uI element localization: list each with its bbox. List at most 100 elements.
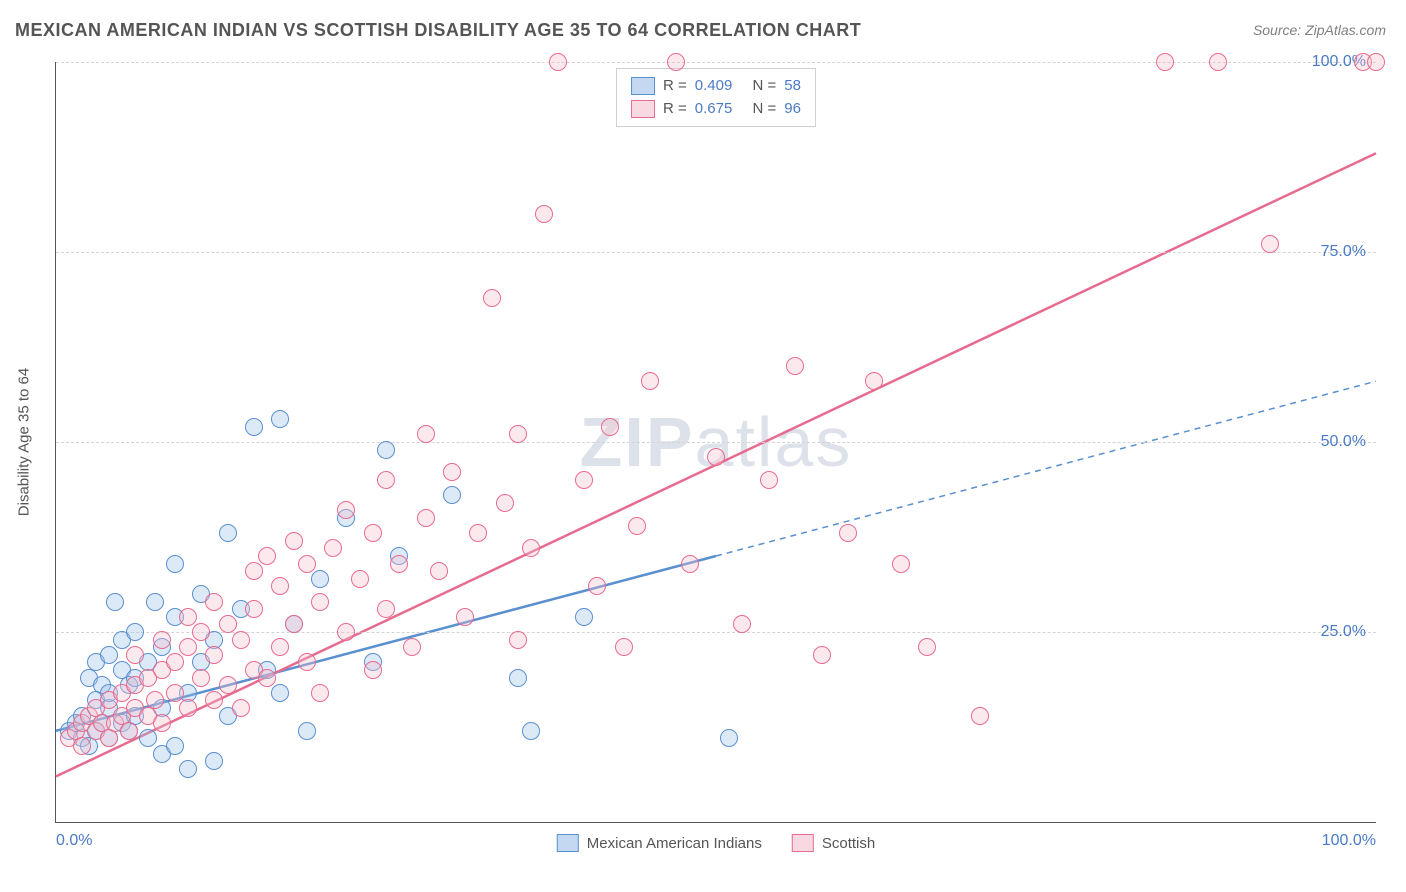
scatter-point-sco <box>205 691 223 709</box>
scatter-point-sco <box>337 501 355 519</box>
scatter-point-sco <box>271 638 289 656</box>
scatter-point-mai <box>271 410 289 428</box>
scatter-point-sco <box>456 608 474 626</box>
legend-row-sco: R = 0.675 N = 96 <box>631 98 801 121</box>
scatter-point-sco <box>258 547 276 565</box>
legend-r-mai: 0.409 <box>695 75 733 98</box>
scatter-point-sco <box>839 524 857 542</box>
scatter-point-sco <box>179 699 197 717</box>
scatter-point-mai <box>139 729 157 747</box>
scatter-point-sco <box>641 372 659 390</box>
scatter-point-mai <box>219 524 237 542</box>
scatter-point-sco <box>179 638 197 656</box>
scatter-point-sco <box>351 570 369 588</box>
scatter-point-sco <box>813 646 831 664</box>
y-tick-label: 50.0% <box>1321 433 1366 451</box>
legend-row-mai: R = 0.409 N = 58 <box>631 75 801 98</box>
scatter-point-mai <box>166 555 184 573</box>
scatter-point-mai <box>298 722 316 740</box>
scatter-point-sco <box>298 653 316 671</box>
scatter-point-mai <box>179 760 197 778</box>
scatter-point-mai <box>522 722 540 740</box>
legend-r-sco: 0.675 <box>695 98 733 121</box>
scatter-point-sco <box>469 524 487 542</box>
scatter-point-sco <box>496 494 514 512</box>
scatter-point-mai <box>166 737 184 755</box>
scatter-point-sco <box>1209 53 1227 71</box>
legend-n-prefix: N = <box>753 75 777 98</box>
scatter-point-sco <box>1156 53 1174 71</box>
scatter-point-mai <box>509 669 527 687</box>
scatter-point-sco <box>311 593 329 611</box>
scatter-point-sco <box>549 53 567 71</box>
scatter-point-sco <box>918 638 936 656</box>
scatter-point-sco <box>509 425 527 443</box>
trendline-dashed-mai <box>716 381 1376 556</box>
scatter-point-mai <box>311 570 329 588</box>
scatter-point-sco <box>298 555 316 573</box>
scatter-point-sco <box>126 646 144 664</box>
scatter-point-sco <box>1261 235 1279 253</box>
gridline <box>56 62 1376 63</box>
scatter-point-sco <box>430 562 448 580</box>
scatter-point-sco <box>219 676 237 694</box>
x-tick-label: 100.0% <box>1322 832 1376 850</box>
legend-swatch-mai <box>631 77 655 95</box>
scatter-point-sco <box>707 448 725 466</box>
scatter-point-mai <box>146 593 164 611</box>
scatter-point-sco <box>73 737 91 755</box>
scatter-point-sco <box>192 669 210 687</box>
chart-title: MEXICAN AMERICAN INDIAN VS SCOTTISH DISA… <box>15 20 861 41</box>
scatter-point-sco <box>166 653 184 671</box>
scatter-point-sco <box>377 600 395 618</box>
scatter-point-sco <box>153 631 171 649</box>
scatter-point-sco <box>971 707 989 725</box>
scatter-point-sco <box>146 691 164 709</box>
scatter-point-mai <box>126 623 144 641</box>
legend-r-prefix: R = <box>663 98 687 121</box>
scatter-point-sco <box>681 555 699 573</box>
scatter-point-sco <box>219 615 237 633</box>
y-axis-title: Disability Age 35 to 64 <box>16 368 33 516</box>
scatter-point-sco <box>232 699 250 717</box>
legend-n-sco: 96 <box>784 98 801 121</box>
scatter-point-sco <box>403 638 421 656</box>
scatter-point-mai <box>575 608 593 626</box>
scatter-point-sco <box>1367 53 1385 71</box>
scatter-point-sco <box>575 471 593 489</box>
y-tick-label: 25.0% <box>1321 623 1366 641</box>
legend-swatch-sco <box>631 100 655 118</box>
scatter-point-sco <box>258 669 276 687</box>
scatter-point-sco <box>205 593 223 611</box>
scatter-point-mai <box>377 441 395 459</box>
legend-label-sco: Scottish <box>822 835 875 852</box>
scatter-point-sco <box>364 661 382 679</box>
scatter-point-sco <box>232 631 250 649</box>
y-tick-label: 75.0% <box>1321 243 1366 261</box>
scatter-point-sco <box>153 714 171 732</box>
scatter-point-sco <box>417 509 435 527</box>
scatter-point-sco <box>390 555 408 573</box>
legend-item-sco: Scottish <box>792 834 875 852</box>
scatter-point-sco <box>892 555 910 573</box>
plot-area: Disability Age 35 to 64 ZIPatlas R = 0.4… <box>55 62 1376 823</box>
gridline <box>56 632 1376 633</box>
scatter-point-sco <box>615 638 633 656</box>
series-legend: Mexican American Indians Scottish <box>557 834 875 852</box>
scatter-point-sco <box>311 684 329 702</box>
scatter-point-sco <box>483 289 501 307</box>
legend-item-mai: Mexican American Indians <box>557 834 762 852</box>
legend-swatch-mai-icon <box>557 834 579 852</box>
scatter-point-mai <box>245 418 263 436</box>
scatter-point-sco <box>245 562 263 580</box>
scatter-point-mai <box>271 684 289 702</box>
scatter-point-mai <box>205 752 223 770</box>
scatter-point-sco <box>733 615 751 633</box>
legend-r-prefix: R = <box>663 75 687 98</box>
scatter-point-sco <box>509 631 527 649</box>
scatter-point-sco <box>337 623 355 641</box>
correlation-legend: R = 0.409 N = 58 R = 0.675 N = 96 <box>616 68 816 127</box>
scatter-point-sco <box>166 684 184 702</box>
scatter-point-mai <box>443 486 461 504</box>
scatter-point-sco <box>760 471 778 489</box>
